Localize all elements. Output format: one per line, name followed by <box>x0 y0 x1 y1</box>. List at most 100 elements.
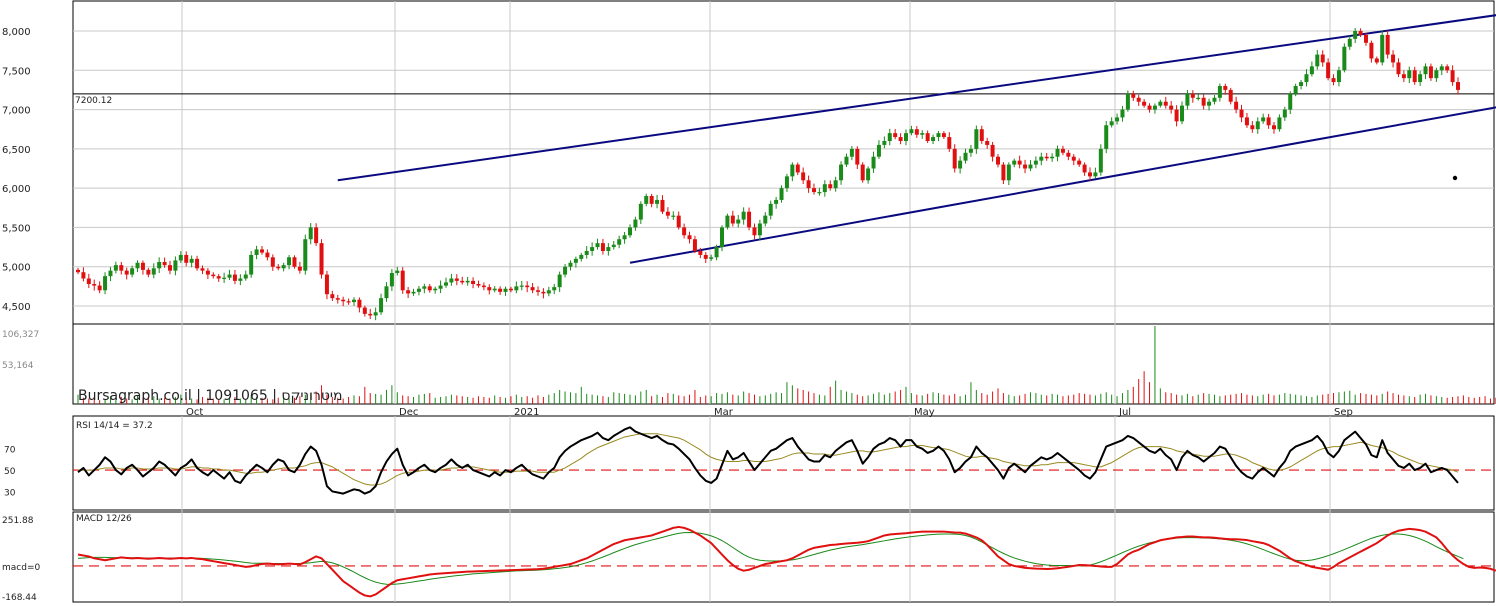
candle-body <box>974 129 979 149</box>
candle-body <box>270 257 275 267</box>
candle-body <box>1234 101 1239 110</box>
candle-body <box>97 285 102 291</box>
candle-body <box>151 268 156 275</box>
candle-body <box>557 274 562 288</box>
candle-body <box>876 144 881 157</box>
candle-body <box>741 211 746 220</box>
candle-body <box>357 299 362 308</box>
candle-body <box>779 188 784 200</box>
candle-body <box>925 133 930 141</box>
candle-body <box>671 215 676 217</box>
price-tick-label: 5,000 <box>2 263 31 274</box>
candle-body <box>898 137 903 141</box>
candle-body <box>1320 54 1325 63</box>
x-axis-label: Mar <box>714 407 734 418</box>
x-axis-label: Jul <box>1118 407 1131 418</box>
candle-body <box>1174 109 1179 122</box>
candle-body <box>519 285 524 287</box>
candle-body <box>1326 62 1331 79</box>
watermark-text: Bursagraph.co.il | 1091065 | מיטרוניקס <box>78 388 343 404</box>
x-axis-label: 2021 <box>514 407 539 418</box>
candle-body <box>947 137 952 149</box>
candle-body <box>1082 164 1087 173</box>
candle-body <box>763 215 768 224</box>
candle-body <box>1434 70 1439 79</box>
candle-body <box>1439 66 1444 71</box>
price-tick-label: 6,000 <box>2 184 31 195</box>
candle-body <box>249 254 254 275</box>
candle-body <box>508 288 513 291</box>
candle-body <box>1125 93 1130 110</box>
candle-body <box>914 129 919 135</box>
candle-body <box>552 287 557 291</box>
candle-body <box>1185 93 1190 106</box>
candle-body <box>968 148 973 153</box>
candle-body <box>1071 156 1076 161</box>
candle-body <box>1131 93 1136 98</box>
candle-body <box>238 278 243 281</box>
candle-body <box>1152 105 1157 110</box>
candle-body <box>92 284 97 286</box>
candle-body <box>963 152 968 161</box>
candle-body <box>1299 82 1304 86</box>
candle-body <box>1163 101 1168 106</box>
candle-body <box>806 180 811 189</box>
candle-body <box>590 247 595 251</box>
candle-body <box>157 262 162 269</box>
candle-body <box>449 278 454 283</box>
candle-body <box>720 227 724 248</box>
candle-body <box>1456 82 1460 90</box>
candle-body <box>1196 97 1201 99</box>
candle-body <box>379 298 384 313</box>
candle-body <box>1142 101 1147 106</box>
channel-upper-line <box>337 14 1496 182</box>
candle-body <box>1180 105 1184 122</box>
candle-body <box>103 276 108 291</box>
candle-body <box>113 265 118 271</box>
candle-body <box>790 164 795 177</box>
candle-body <box>757 223 762 236</box>
candle-body <box>774 199 779 204</box>
candle-body <box>395 270 400 273</box>
candle-body <box>1033 160 1038 165</box>
price-marker <box>1452 175 1458 181</box>
candle-body <box>844 156 849 165</box>
candle-body <box>855 148 860 165</box>
rsi-panel-frame <box>72 415 1495 511</box>
candle-body <box>952 148 957 169</box>
candle-body <box>1055 148 1060 157</box>
candle-body <box>1001 164 1006 181</box>
candle-body <box>752 227 757 236</box>
candle-body <box>958 160 963 169</box>
candle-body <box>130 268 135 275</box>
candle-body <box>346 301 351 303</box>
candle-body <box>1277 117 1282 130</box>
candle-body <box>979 129 984 141</box>
candle-body <box>503 288 508 292</box>
candle-body <box>368 313 373 316</box>
candle-body <box>1012 160 1017 165</box>
candle-body <box>460 280 465 283</box>
price-tick-label: 7,000 <box>2 106 31 117</box>
candle-body <box>530 287 535 291</box>
candle-body <box>595 243 600 248</box>
candle-body <box>833 180 838 189</box>
candle-body <box>1342 46 1347 71</box>
candle-body <box>1288 93 1293 110</box>
candle-body <box>638 203 643 220</box>
candle-body <box>633 219 638 228</box>
candle-body <box>481 285 486 288</box>
candle-body <box>541 291 546 294</box>
candle-body <box>1039 156 1044 161</box>
candle-body <box>1088 172 1092 177</box>
x-axis-label: Dec <box>399 407 418 418</box>
macd-line <box>77 525 1496 598</box>
candle-body <box>243 274 248 279</box>
candle-body <box>628 227 632 236</box>
candle-body <box>1261 117 1266 122</box>
candle-body <box>622 235 627 240</box>
macd-signal-line <box>77 531 1464 585</box>
candle-body <box>882 141 887 145</box>
candle-body <box>433 288 438 291</box>
candle-body <box>427 286 432 291</box>
